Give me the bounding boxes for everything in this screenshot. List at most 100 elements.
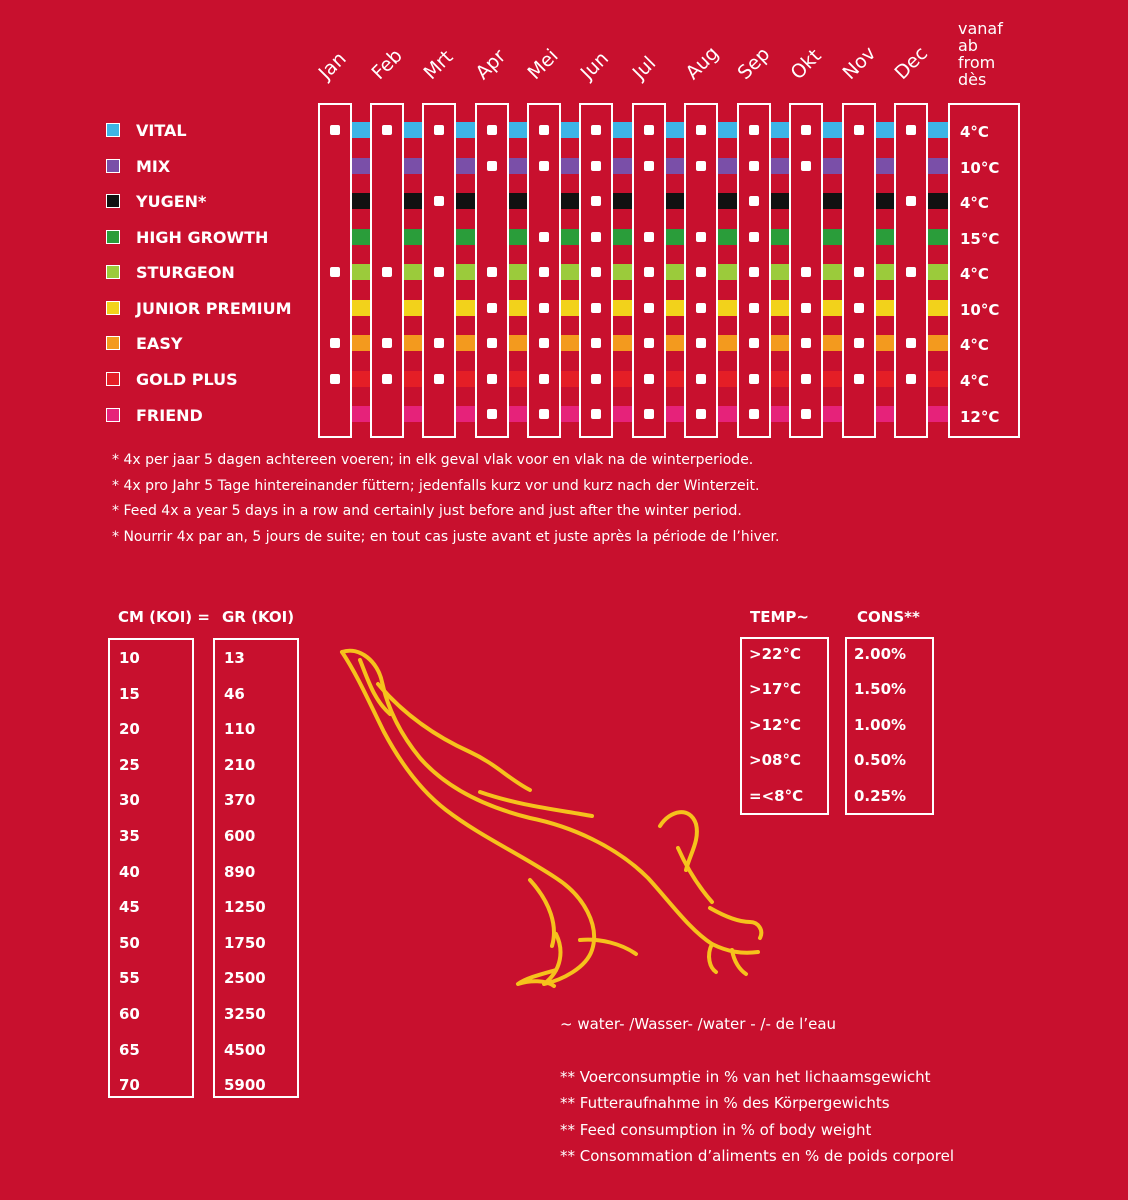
feeding-month-marker bbox=[487, 267, 497, 277]
feeding-month-marker bbox=[749, 409, 759, 419]
feeding-month-marker bbox=[539, 161, 549, 171]
product-color-stripe bbox=[613, 406, 632, 422]
cm-value: 15 bbox=[119, 684, 140, 703]
month-label-jul: Jul bbox=[628, 52, 661, 84]
product-color-stripe bbox=[456, 229, 475, 245]
min-temp-gold-plus: 4°C bbox=[960, 372, 989, 390]
product-color-stripe bbox=[404, 335, 422, 351]
gr-value: 600 bbox=[224, 827, 256, 845]
legend-label: VITAL bbox=[136, 121, 187, 140]
cm-header: CM (KOI) = bbox=[118, 608, 210, 626]
footnote-nl: * 4x per jaar 5 dagen achtereen voeren; … bbox=[112, 452, 754, 468]
legend-label: HIGH GROWTH bbox=[136, 228, 269, 247]
feeding-month-marker bbox=[382, 125, 392, 135]
product-color-stripe bbox=[561, 371, 579, 387]
product-color-stripe bbox=[876, 300, 894, 316]
feeding-month-marker bbox=[854, 125, 864, 135]
feeding-month-marker bbox=[854, 303, 864, 313]
cm-value: 20 bbox=[119, 720, 140, 739]
color-swatch bbox=[106, 230, 120, 244]
product-color-stripe bbox=[666, 335, 684, 351]
product-color-stripe bbox=[876, 122, 894, 138]
product-color-stripe bbox=[509, 406, 527, 422]
min-temperature-column: 4°C 10°C 4°C 15°C 4°C 10°C 4°C 4°C 12°C bbox=[948, 103, 1020, 438]
product-color-stripe bbox=[771, 193, 789, 209]
product-color-stripe bbox=[509, 158, 527, 174]
feeding-month-marker bbox=[434, 196, 444, 206]
product-color-stripe bbox=[771, 371, 789, 387]
gr-value: 110 bbox=[224, 720, 256, 739]
feeding-month-marker bbox=[644, 409, 654, 419]
cm-value: 30 bbox=[119, 791, 140, 810]
product-color-stripe bbox=[876, 335, 894, 351]
color-swatch bbox=[106, 408, 120, 422]
product-color-stripe bbox=[928, 300, 948, 316]
product-color-stripe bbox=[823, 371, 842, 387]
legend-label: JUNIOR PREMIUM bbox=[136, 299, 292, 318]
water-temp-value: >17°C bbox=[749, 680, 801, 699]
product-color-stripe bbox=[561, 193, 579, 209]
feeding-month-marker bbox=[801, 374, 811, 384]
month-label-aug: Aug bbox=[681, 42, 724, 84]
product-color-stripe bbox=[404, 193, 422, 209]
feeding-month-marker bbox=[539, 338, 549, 348]
month-column-okt bbox=[789, 103, 823, 438]
product-color-stripe bbox=[823, 122, 842, 138]
color-swatch bbox=[106, 336, 120, 350]
product-color-stripe bbox=[509, 122, 527, 138]
product-color-stripe bbox=[456, 335, 475, 351]
product-color-stripe bbox=[561, 300, 579, 316]
month-column-apr bbox=[475, 103, 509, 438]
min-temp-high-growth: 15°C bbox=[960, 230, 1000, 248]
product-color-stripe bbox=[509, 335, 527, 351]
product-color-stripe bbox=[666, 229, 684, 245]
gr-value: 13 bbox=[224, 649, 245, 667]
product-color-stripe bbox=[771, 335, 789, 351]
feeding-month-marker bbox=[801, 267, 811, 277]
product-color-stripe bbox=[876, 406, 894, 422]
gr-value: 46 bbox=[224, 684, 245, 703]
feeding-month-marker bbox=[801, 338, 811, 348]
color-swatch bbox=[106, 301, 120, 315]
feeding-month-marker bbox=[330, 338, 340, 348]
water-temp-value: >12°C bbox=[749, 715, 801, 734]
feeding-month-marker bbox=[644, 303, 654, 313]
month-label-feb: Feb bbox=[367, 44, 407, 84]
legend-label: FRIEND bbox=[136, 406, 203, 425]
legend-label: YUGEN* bbox=[136, 192, 207, 211]
consumption-value: 2.00% bbox=[854, 645, 907, 663]
month-column-jan bbox=[318, 103, 352, 438]
cm-value: 55 bbox=[119, 969, 140, 988]
feeding-month-marker bbox=[330, 125, 340, 135]
product-color-stripe bbox=[718, 193, 737, 209]
consumption-column: 2.00% 1.50% 1.00% 0.50% 0.25% bbox=[845, 637, 934, 815]
min-temp-sturgeon: 4°C bbox=[960, 265, 989, 283]
gr-value: 370 bbox=[224, 791, 256, 810]
feeding-month-marker bbox=[591, 267, 601, 277]
product-color-stripe bbox=[666, 300, 684, 316]
product-color-stripe bbox=[561, 335, 579, 351]
feeding-month-marker bbox=[644, 267, 654, 277]
feeding-month-marker bbox=[749, 232, 759, 242]
product-color-stripe bbox=[771, 264, 789, 280]
footnote-en: * Feed 4x a year 5 days in a row and cer… bbox=[112, 503, 742, 519]
feeding-month-marker bbox=[644, 374, 654, 384]
feeding-month-marker bbox=[539, 303, 549, 313]
month-column-nov bbox=[842, 103, 876, 438]
feeding-month-marker bbox=[696, 338, 706, 348]
feeding-month-marker bbox=[906, 338, 916, 348]
cm-value: 35 bbox=[119, 827, 140, 845]
feeding-month-marker bbox=[434, 267, 444, 277]
cm-value: 25 bbox=[119, 755, 140, 774]
product-color-stripe bbox=[823, 264, 842, 280]
temp-header-nl: vanaf bbox=[958, 19, 1003, 38]
month-label-mei: Mei bbox=[523, 44, 563, 84]
legend-label: EASY bbox=[136, 334, 183, 353]
product-color-stripe bbox=[613, 264, 632, 280]
product-color-stripe bbox=[823, 158, 842, 174]
feeding-month-marker bbox=[696, 125, 706, 135]
cm-value: 65 bbox=[119, 1040, 140, 1059]
product-color-stripe bbox=[718, 335, 737, 351]
cm-value: 40 bbox=[119, 862, 140, 881]
feeding-month-marker bbox=[906, 125, 916, 135]
